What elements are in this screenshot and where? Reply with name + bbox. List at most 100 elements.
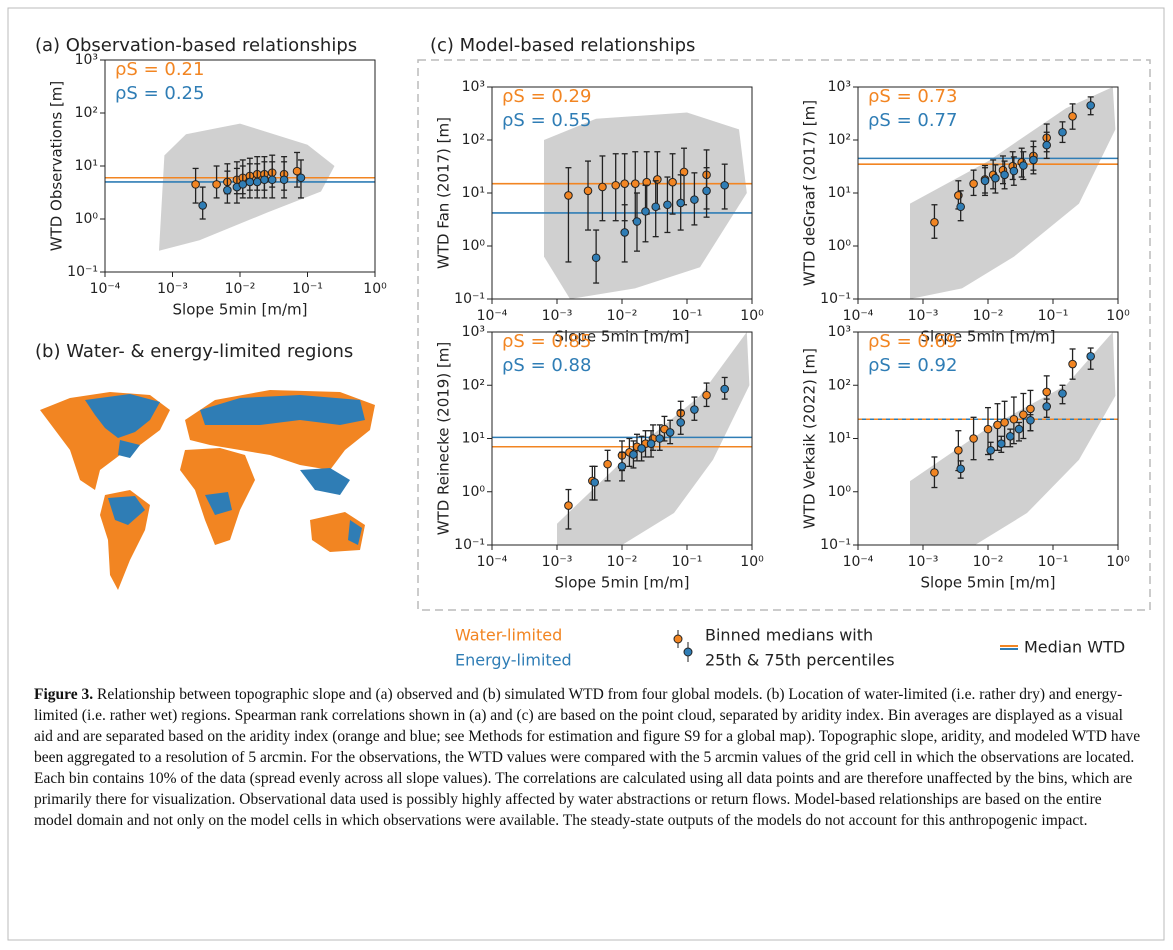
legend-icon xyxy=(683,647,693,657)
y-tick-label: 10³ xyxy=(462,79,485,95)
median-marker xyxy=(969,179,978,188)
y-tick-label: 10³ xyxy=(75,52,98,68)
median-marker xyxy=(245,177,255,187)
x-tick-label: 10⁻⁴ xyxy=(843,554,874,570)
median-marker xyxy=(679,167,689,177)
chart: 10⁻⁴ 10⁻³ 10⁻² 10⁻¹ 10⁰ 10⁻¹ 10⁰ 10¹ 10² 10³ Slope… xyxy=(801,324,1131,592)
y-tick-label: 10² xyxy=(828,377,851,393)
median-marker xyxy=(663,200,672,210)
median-marker xyxy=(629,450,638,459)
x-tick-label: 10⁻³ xyxy=(157,281,188,297)
median-marker xyxy=(676,198,686,208)
median-marker xyxy=(630,179,640,188)
chart: 10⁻⁴ 10⁻³ 10⁻² 10⁻¹ 10⁰ 10⁻¹ 10⁰ 10¹ 10² 10³ Slope… xyxy=(435,324,765,592)
x-axis-label: Slope 5min [m/m] xyxy=(173,301,308,319)
y-axis-label: WTD Verkaik (2022) [m] xyxy=(801,348,819,529)
x-tick-label: 10⁻³ xyxy=(908,308,939,324)
legend-label: 25th & 75th percentiles xyxy=(705,651,895,670)
x-tick-label: 10⁻¹ xyxy=(292,281,323,297)
median-marker xyxy=(252,177,262,187)
legend: Water-limited Energy-limited Binned medi… xyxy=(455,626,1125,670)
median-marker xyxy=(637,444,646,453)
median-marker xyxy=(1042,387,1052,397)
median-marker xyxy=(296,173,306,183)
median-marker xyxy=(641,207,650,216)
median-marker xyxy=(676,418,686,427)
median-marker xyxy=(583,186,593,196)
point-cloud xyxy=(910,87,1116,299)
correlation-label: ρS = 0.25 xyxy=(115,83,204,104)
median-marker xyxy=(930,468,939,477)
median-marker xyxy=(690,195,699,204)
median-marker xyxy=(1086,351,1095,361)
panel-title: (c) Model-based relationships xyxy=(430,35,695,56)
legend-icon xyxy=(673,634,683,644)
median-marker xyxy=(590,478,599,487)
median-marker xyxy=(1029,155,1038,165)
median-marker xyxy=(212,180,221,189)
legend-label: Water-limited xyxy=(455,626,562,645)
plot-frame xyxy=(491,86,753,300)
median-marker xyxy=(598,182,607,192)
y-axis-label: WTD deGraaf (2017) [m] xyxy=(801,100,819,286)
panel-c-frame xyxy=(417,59,1151,611)
correlation-label: ρS = 0.88 xyxy=(502,355,591,376)
correlation-label: ρS = 0.69 xyxy=(868,331,957,352)
median-marker xyxy=(1058,389,1067,398)
x-axis-label: Slope 5min [m/m] xyxy=(555,574,690,592)
median-marker xyxy=(1068,359,1077,369)
median-marker xyxy=(986,446,995,455)
median-marker xyxy=(954,446,963,455)
median-marker xyxy=(223,185,232,195)
median-marker xyxy=(665,428,675,437)
y-tick-label: 10⁰ xyxy=(828,484,852,500)
correlation-label: ρS = 0.29 xyxy=(502,86,591,107)
y-tick-label: 10² xyxy=(462,132,485,148)
plot-frame xyxy=(857,86,1119,300)
y-tick-label: 10³ xyxy=(828,324,851,340)
caption-text: Relationship between topographic slope a… xyxy=(34,686,1141,829)
caption-label: Figure 3. xyxy=(34,686,94,703)
y-tick-label: 10⁻¹ xyxy=(820,291,851,307)
median-marker xyxy=(1026,415,1035,425)
median-marker xyxy=(564,191,573,200)
median-marker xyxy=(993,420,1002,430)
x-tick-label: 10⁻³ xyxy=(908,554,939,570)
x-tick-label: 10⁻³ xyxy=(542,308,573,324)
median-marker xyxy=(1005,431,1015,441)
median-marker xyxy=(930,218,939,227)
x-tick-label: 10⁻⁴ xyxy=(477,308,508,324)
median-marker xyxy=(591,253,601,263)
median-marker xyxy=(1019,161,1028,170)
median-marker xyxy=(620,179,629,188)
x-tick-label: 10⁻² xyxy=(225,281,256,297)
median-marker xyxy=(980,176,990,186)
x-tick-label: 10⁻¹ xyxy=(672,554,703,570)
y-tick-label: 10³ xyxy=(828,79,851,95)
median-marker xyxy=(956,464,965,474)
x-tick-label: 10⁻² xyxy=(973,554,1004,570)
chart-title: (a) Observation-based relationships xyxy=(35,35,357,56)
median-marker xyxy=(617,462,627,471)
plot-frame xyxy=(857,331,1119,546)
y-tick-label: 10⁻¹ xyxy=(454,537,485,553)
y-tick-label: 10² xyxy=(75,105,98,121)
y-tick-label: 10⁰ xyxy=(462,484,486,500)
median-marker xyxy=(655,434,664,443)
y-tick-label: 10¹ xyxy=(75,158,98,174)
median-marker xyxy=(1019,410,1028,419)
median-marker xyxy=(720,384,729,394)
x-tick-label: 10⁻² xyxy=(607,308,638,324)
x-axis-label: Slope 5min [m/m] xyxy=(921,574,1056,592)
legend-label: Energy-limited xyxy=(455,651,572,670)
x-tick-label: 10⁻⁴ xyxy=(90,281,121,297)
caption: Figure 3. Relationship between topograph… xyxy=(34,684,1144,831)
correlation-label: ρS = 0.21 xyxy=(115,59,204,80)
y-tick-label: 10³ xyxy=(462,324,485,340)
median-marker xyxy=(620,228,629,237)
median-marker xyxy=(690,405,699,414)
x-tick-label: 10⁻² xyxy=(973,308,1004,324)
median-marker xyxy=(191,180,200,189)
correlation-label: ρS = 0.73 xyxy=(868,86,957,107)
